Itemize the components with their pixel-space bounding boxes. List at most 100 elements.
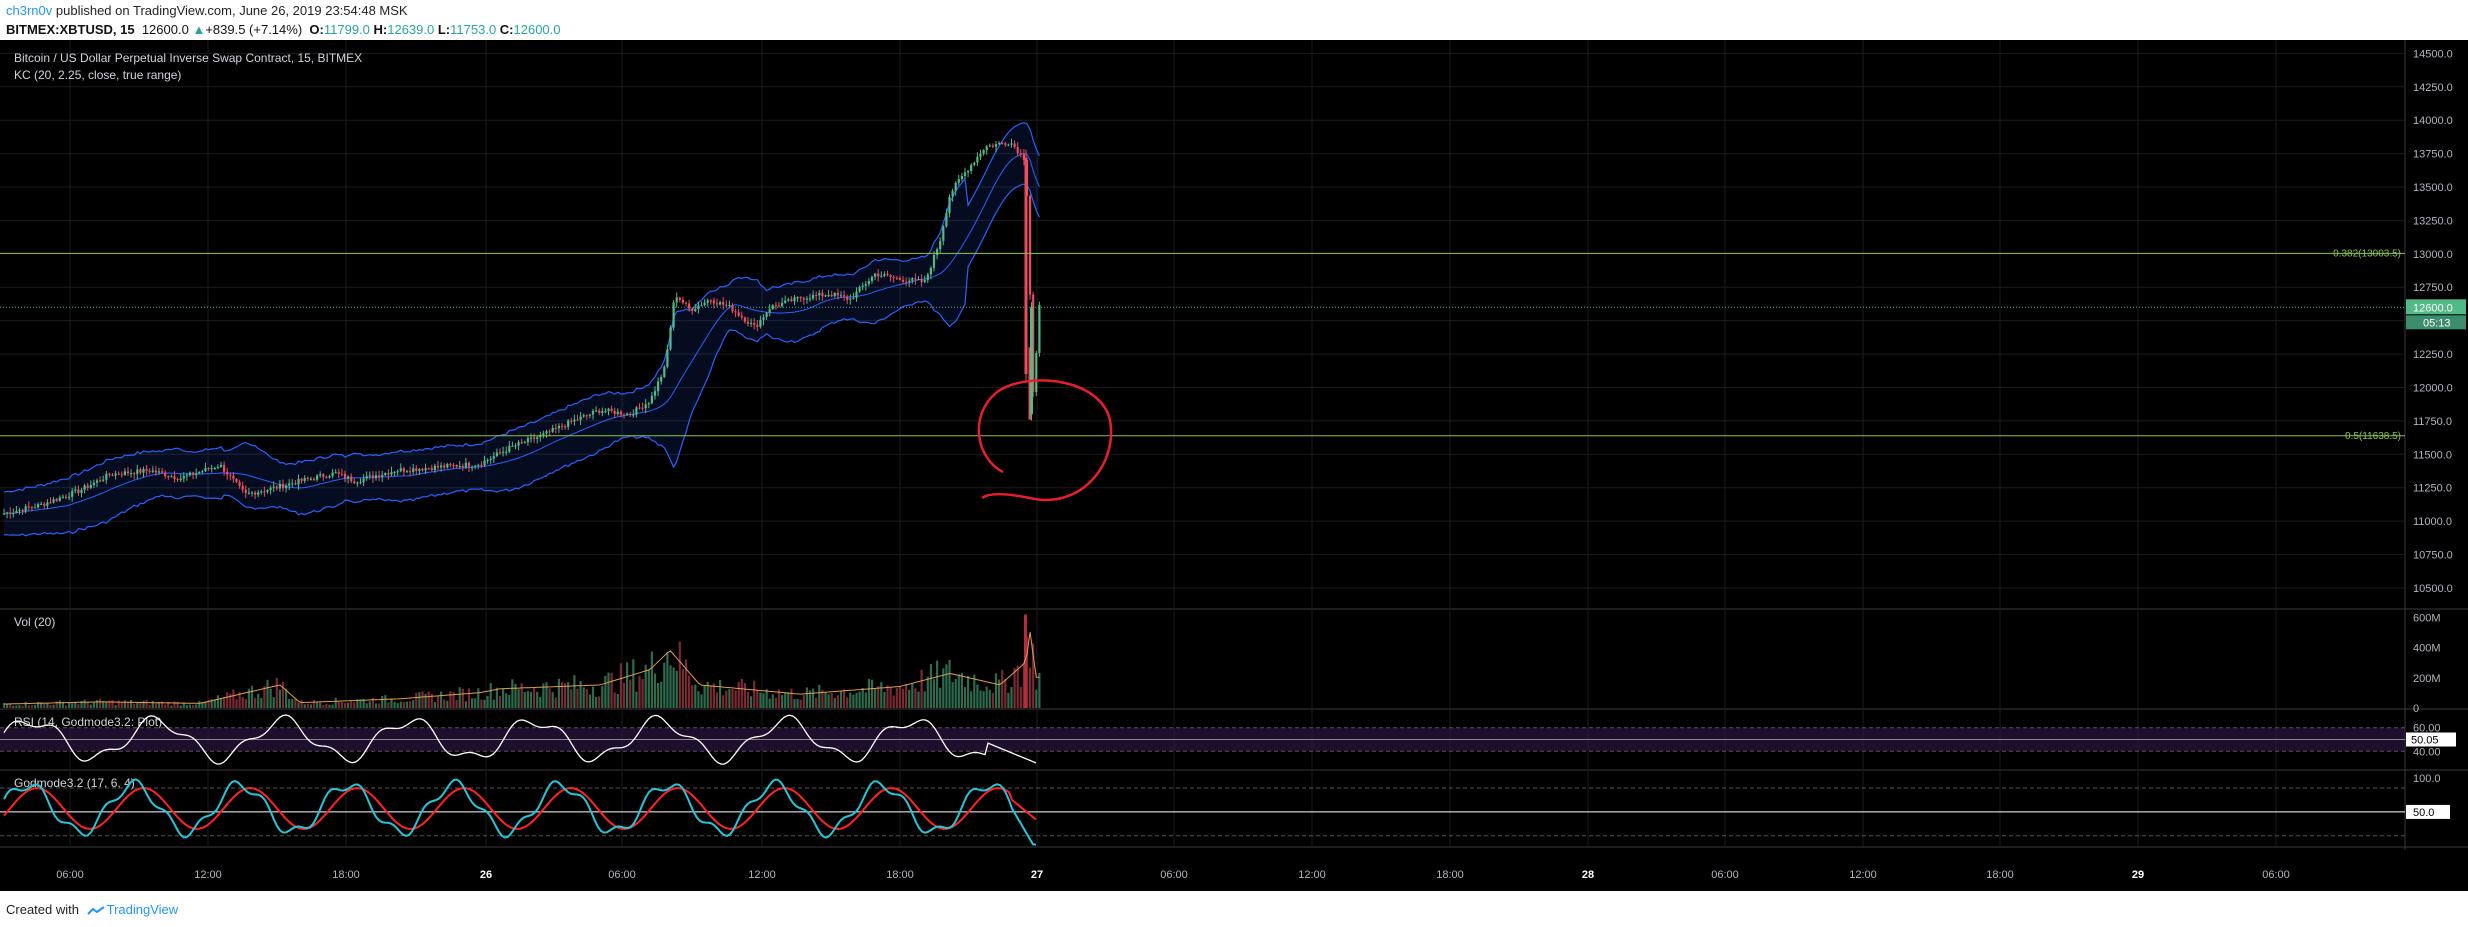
candle-body <box>319 474 322 476</box>
candle-body <box>120 474 123 476</box>
volume-bar <box>914 688 917 708</box>
candle-body <box>787 299 790 301</box>
candle-body <box>1004 143 1007 145</box>
candle-body <box>697 305 700 309</box>
volume-bar <box>886 685 889 708</box>
godmode-slow-line <box>3 786 1037 831</box>
volume-bar <box>393 701 396 708</box>
candle-body <box>145 468 148 471</box>
candle-body <box>480 464 483 466</box>
candle-body <box>815 294 818 296</box>
candle-body <box>830 295 833 297</box>
candle-body <box>883 274 886 276</box>
volume-bar <box>322 704 325 708</box>
volume-bar <box>998 679 1001 708</box>
volume-bar <box>405 701 409 708</box>
author-link[interactable]: ch3rn0v <box>6 3 53 18</box>
candle-body <box>61 496 64 498</box>
tradingview-link[interactable]: TradingView <box>106 902 179 917</box>
candle-body <box>988 145 991 147</box>
volume-bar <box>402 702 405 708</box>
volume-bar <box>610 672 613 708</box>
candle-body <box>464 462 467 468</box>
volume-bar <box>229 693 232 708</box>
volume-bar <box>895 688 898 708</box>
volume-bar <box>526 691 529 708</box>
volume-bar <box>37 701 40 708</box>
candle-body <box>942 226 945 241</box>
candle-body <box>40 503 43 505</box>
chart-area[interactable]: 06:00 12:00 18:00 26 06:00 12:00 18:00 27 06:00 1… <box>0 40 2468 891</box>
candle-body <box>929 267 932 275</box>
volume-bar <box>226 692 229 708</box>
volume-bar <box>669 665 672 708</box>
candle-body <box>64 496 68 498</box>
volume-bar <box>213 699 216 708</box>
volume-bar <box>920 669 923 708</box>
candle-body <box>126 471 130 474</box>
candle-body <box>1038 304 1041 353</box>
volume-bar <box>616 693 619 708</box>
candle-body <box>805 298 808 300</box>
candle-body <box>991 145 994 147</box>
candle-body <box>545 431 548 434</box>
volume-bar <box>337 700 340 708</box>
chart-svg[interactable]: 06:00 12:00 18:00 26 06:00 12:00 18:00 27 06:00 1… <box>0 40 2468 891</box>
candle-body <box>526 438 529 443</box>
candle-body <box>343 473 347 479</box>
pane-vol <box>0 610 2405 708</box>
volume-bar <box>207 699 210 708</box>
candle-body <box>502 451 505 453</box>
countdown-tag <box>2406 315 2466 330</box>
y-tick-label: 14250.0 <box>2413 82 2453 94</box>
volume-bar <box>759 692 762 708</box>
volume-bar <box>936 660 939 708</box>
volume-bar <box>1035 689 1038 708</box>
candle-body <box>6 512 9 514</box>
candle-body <box>46 502 49 506</box>
volume-bar <box>316 702 319 708</box>
candle-body <box>226 471 229 475</box>
volume-bar <box>64 705 68 708</box>
x-tick-label: 06:00 <box>56 869 84 881</box>
candle-body <box>746 321 750 324</box>
volume-bar <box>89 704 92 708</box>
candle-body <box>675 297 678 303</box>
volume-bar <box>973 674 976 708</box>
candle-body <box>601 411 604 413</box>
candle-body <box>706 300 709 303</box>
volume-bar <box>774 697 777 708</box>
volume-bar <box>579 681 582 708</box>
volume-ma-line <box>3 631 1040 705</box>
candle-body <box>660 376 663 382</box>
volume-bar <box>15 705 18 708</box>
volume-bar <box>343 703 347 708</box>
volume-bar <box>960 672 963 708</box>
candle-body <box>948 196 951 213</box>
candle-body <box>582 415 585 417</box>
volume-bar <box>529 691 533 708</box>
candle-body <box>647 403 650 405</box>
candle-body <box>796 297 799 299</box>
volume-bar <box>684 659 688 708</box>
candle-body <box>923 279 926 282</box>
candle-body <box>1007 144 1010 146</box>
volume-bar <box>415 692 418 708</box>
volume-bar <box>818 684 821 708</box>
candle-body <box>71 490 74 497</box>
volume-bar <box>443 699 446 708</box>
volume-bar <box>948 659 951 708</box>
volume-bar <box>102 701 105 708</box>
candle-body <box>204 468 207 472</box>
volume-bar <box>663 662 666 708</box>
volume-bar <box>154 703 157 708</box>
candle-body <box>774 305 777 307</box>
volume-bar <box>291 698 294 708</box>
candle-body <box>86 485 89 488</box>
volume-bar <box>939 687 942 708</box>
volume-bar <box>347 702 350 708</box>
y-tick-label: 10750.0 <box>2413 550 2453 562</box>
volume-bar <box>340 701 343 708</box>
candle-body <box>684 302 688 304</box>
candle-body <box>467 462 471 467</box>
